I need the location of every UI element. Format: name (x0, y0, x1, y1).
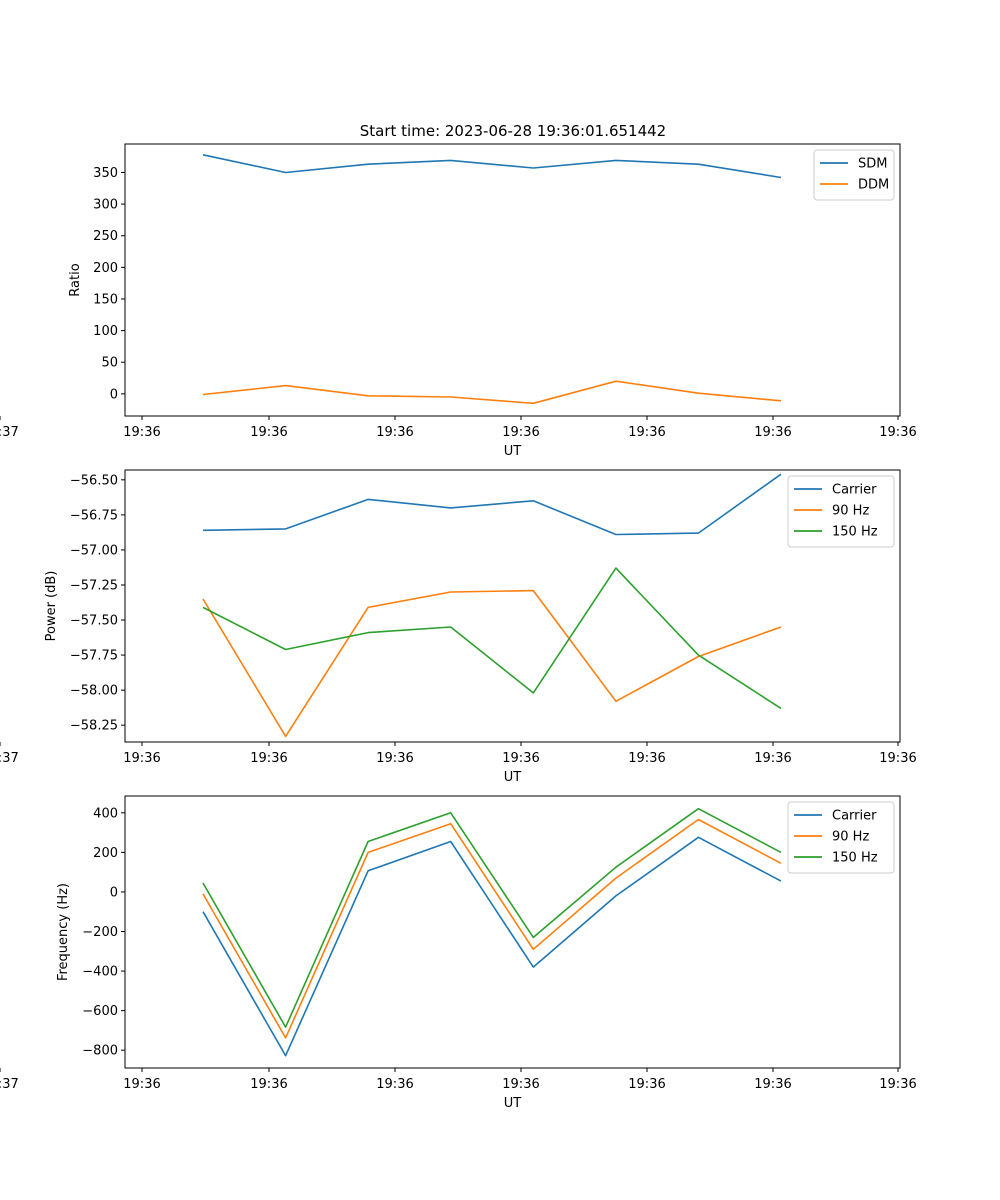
x-tick-label: 19:37 (0, 1077, 19, 1092)
x-tick-label: 19:36 (754, 751, 791, 766)
x-tick-label: 19:36 (502, 751, 539, 766)
power-panel: 19:36 19:36 19:36 19:36 19:36 19:36 19:36 19:37… (0, 469, 917, 785)
y-tick-label: 250 (93, 229, 118, 244)
x-tick-label: 19:36 (879, 751, 916, 766)
series-line-sdm (202, 154, 782, 179)
x-tick-label: 19:36 (376, 425, 413, 440)
legend-label: Carrier (832, 809, 877, 824)
x-tick-label: 19:36 (628, 1077, 665, 1092)
x-tick-label: 19:36 (628, 425, 665, 440)
legend-label: 90 Hz (832, 830, 869, 845)
x-tick-label: 19:36 (879, 1077, 916, 1092)
x-tick-label: 19:37 (0, 425, 19, 440)
y-tick-label: −57.75 (70, 649, 118, 664)
y-tick-label: 100 (93, 324, 118, 339)
y-tick-label: 350 (93, 166, 118, 181)
series-line-150-hz (202, 807, 782, 1028)
series-line-carrier (202, 836, 782, 1057)
y-tick-label: 200 (93, 261, 118, 276)
y-tick-label: 400 (93, 806, 118, 821)
series-line-90-hz (202, 589, 782, 738)
y-axis-label: Power (dB) (44, 571, 59, 642)
ratio-panel: 19:36 19:36 19:36 19:36 19:36 19:36 19:36 19:37… (0, 143, 917, 459)
legend: Carrier 90 Hz 150 Hz (787, 801, 895, 874)
x-tick-label: 19:36 (123, 751, 160, 766)
x-tick-label: 19:36 (123, 1077, 160, 1092)
legend-box (787, 475, 895, 548)
x-tick-label: 19:36 (376, 751, 413, 766)
axes-frame (124, 469, 901, 743)
x-tick-label: 19:36 (879, 425, 916, 440)
legend-label: SDM (858, 157, 887, 172)
x-tick-label: 19:36 (754, 1077, 791, 1092)
y-tick-label: −56.50 (70, 473, 118, 488)
x-tick-label: 19:36 (250, 425, 287, 440)
y-tick-label: −57.50 (70, 614, 118, 629)
x-tick-label: 19:36 (376, 1077, 413, 1092)
legend-label: 150 Hz (832, 851, 878, 866)
axes-frame (124, 143, 901, 417)
y-tick-label: −800 (82, 1044, 118, 1059)
y-tick-label: 300 (93, 198, 118, 213)
y-axis-label: Frequency (Hz) (56, 883, 71, 981)
x-tick-label: 19:36 (123, 425, 160, 440)
y-tick-label: −58.25 (70, 719, 118, 734)
series-line-carrier (202, 473, 782, 536)
series-line-90-hz (202, 818, 782, 1039)
x-tick-label: 19:36 (754, 425, 791, 440)
x-tick-label: 19:36 (250, 1077, 287, 1092)
x-axis-label: UT (504, 770, 522, 785)
y-tick-label: −57.00 (70, 543, 118, 558)
x-axis-label: UT (504, 1096, 522, 1111)
x-tick-label: 19:36 (250, 751, 287, 766)
figure-title: Start time: 2023-06-28 19:36:01.651442 (360, 122, 666, 140)
y-tick-label: −400 (82, 965, 118, 980)
y-tick-label: 50 (101, 356, 118, 371)
x-axis-label: UT (504, 444, 522, 459)
legend-box (787, 801, 895, 874)
y-tick-label: 200 (93, 846, 118, 861)
y-tick-label: −57.25 (70, 578, 118, 593)
x-tick-label: 19:36 (502, 1077, 539, 1092)
legend-label: 150 Hz (832, 525, 878, 540)
y-tick-label: 0 (110, 387, 118, 402)
y-tick-label: −200 (82, 925, 118, 940)
x-tick-label: 19:37 (0, 751, 19, 766)
legend: SDM DDM (813, 149, 895, 201)
axes-frame (124, 795, 901, 1069)
legend-label: 90 Hz (832, 504, 869, 519)
x-tick-label: 19:36 (502, 425, 539, 440)
x-tick-label: 19:36 (628, 751, 665, 766)
y-axis-label: Ratio (68, 263, 83, 296)
legend: Carrier 90 Hz 150 Hz (787, 475, 895, 548)
legend-label: Carrier (832, 483, 877, 498)
series-line-150-hz (202, 567, 782, 710)
y-tick-label: −56.75 (70, 508, 118, 523)
frequency-panel: 19:36 19:36 19:36 19:36 19:36 19:36 19:36 19:37… (0, 795, 917, 1111)
y-tick-label: 0 (110, 885, 118, 900)
y-tick-label: 150 (93, 292, 118, 307)
y-tick-label: −600 (82, 1004, 118, 1019)
series-line-ddm (202, 380, 782, 405)
legend-label: DDM (858, 178, 889, 193)
y-tick-label: −58.00 (70, 684, 118, 699)
